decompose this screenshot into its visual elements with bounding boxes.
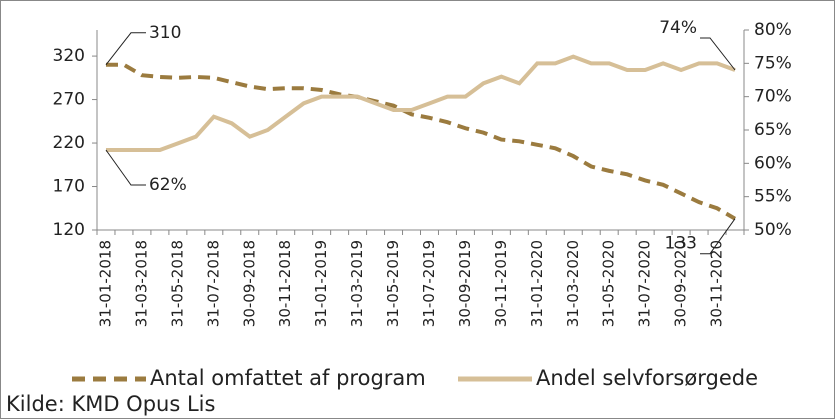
y-tick-label: 320 bbox=[53, 46, 85, 66]
leader-line bbox=[700, 37, 736, 71]
legend-label: Antal omfattet af program bbox=[150, 366, 426, 390]
data-label: 62% bbox=[149, 175, 187, 195]
x-tick-label: 31-03-2019 bbox=[348, 240, 366, 327]
leader-line bbox=[700, 218, 736, 255]
data-label: 74% bbox=[659, 18, 697, 38]
x-tick-label: 31-01-2018 bbox=[96, 240, 114, 327]
y2-tick-label: 55% bbox=[754, 187, 792, 207]
y2-tick-label: 70% bbox=[754, 87, 792, 107]
x-tick-label: 30-11-2019 bbox=[492, 240, 510, 327]
y-tick-label: 170 bbox=[53, 177, 85, 197]
y2-tick-label: 80% bbox=[754, 20, 792, 40]
x-tick-label: 31-01-2020 bbox=[528, 240, 546, 327]
y-tick-label: 120 bbox=[53, 220, 85, 240]
y-tick-label: 220 bbox=[53, 133, 85, 153]
series-line bbox=[105, 62, 737, 221]
x-tick-label: 31-01-2019 bbox=[312, 240, 330, 327]
y2-tick-label: 75% bbox=[754, 53, 792, 73]
leader-line bbox=[105, 149, 146, 186]
x-tick-label: 30-09-2018 bbox=[240, 240, 258, 327]
x-tick-label: 30-09-2019 bbox=[456, 240, 474, 327]
x-tick-label: 30-11-2018 bbox=[276, 240, 294, 327]
series-line bbox=[105, 54, 736, 152]
x-tick-label: 31-07-2018 bbox=[204, 240, 222, 327]
data-label: 133 bbox=[665, 234, 697, 254]
x-tick-label: 31-07-2020 bbox=[636, 240, 654, 327]
x-tick-label: 30-11-2020 bbox=[708, 240, 726, 327]
x-tick-label: 31-05-2019 bbox=[384, 240, 402, 327]
y2-tick-label: 50% bbox=[754, 220, 792, 240]
data-label: 310 bbox=[149, 23, 181, 43]
y2-tick-label: 60% bbox=[754, 153, 792, 173]
y2-tick-label: 65% bbox=[754, 120, 792, 140]
y-tick-label: 270 bbox=[53, 90, 85, 110]
source: Kilde: KMD Opus Lis bbox=[6, 392, 215, 416]
legend-label: Andel selvforsørgede bbox=[536, 366, 758, 390]
x-tick-label: 31-05-2020 bbox=[600, 240, 618, 327]
leader-line bbox=[105, 32, 146, 66]
x-tick-label: 31-03-2020 bbox=[564, 240, 582, 327]
x-tick-label: 30-09-2020 bbox=[672, 240, 690, 327]
x-tick-label: 31-07-2019 bbox=[420, 240, 438, 327]
x-tick-label: 31-05-2018 bbox=[168, 240, 186, 327]
x-tick-label: 31-03-2018 bbox=[132, 240, 150, 327]
